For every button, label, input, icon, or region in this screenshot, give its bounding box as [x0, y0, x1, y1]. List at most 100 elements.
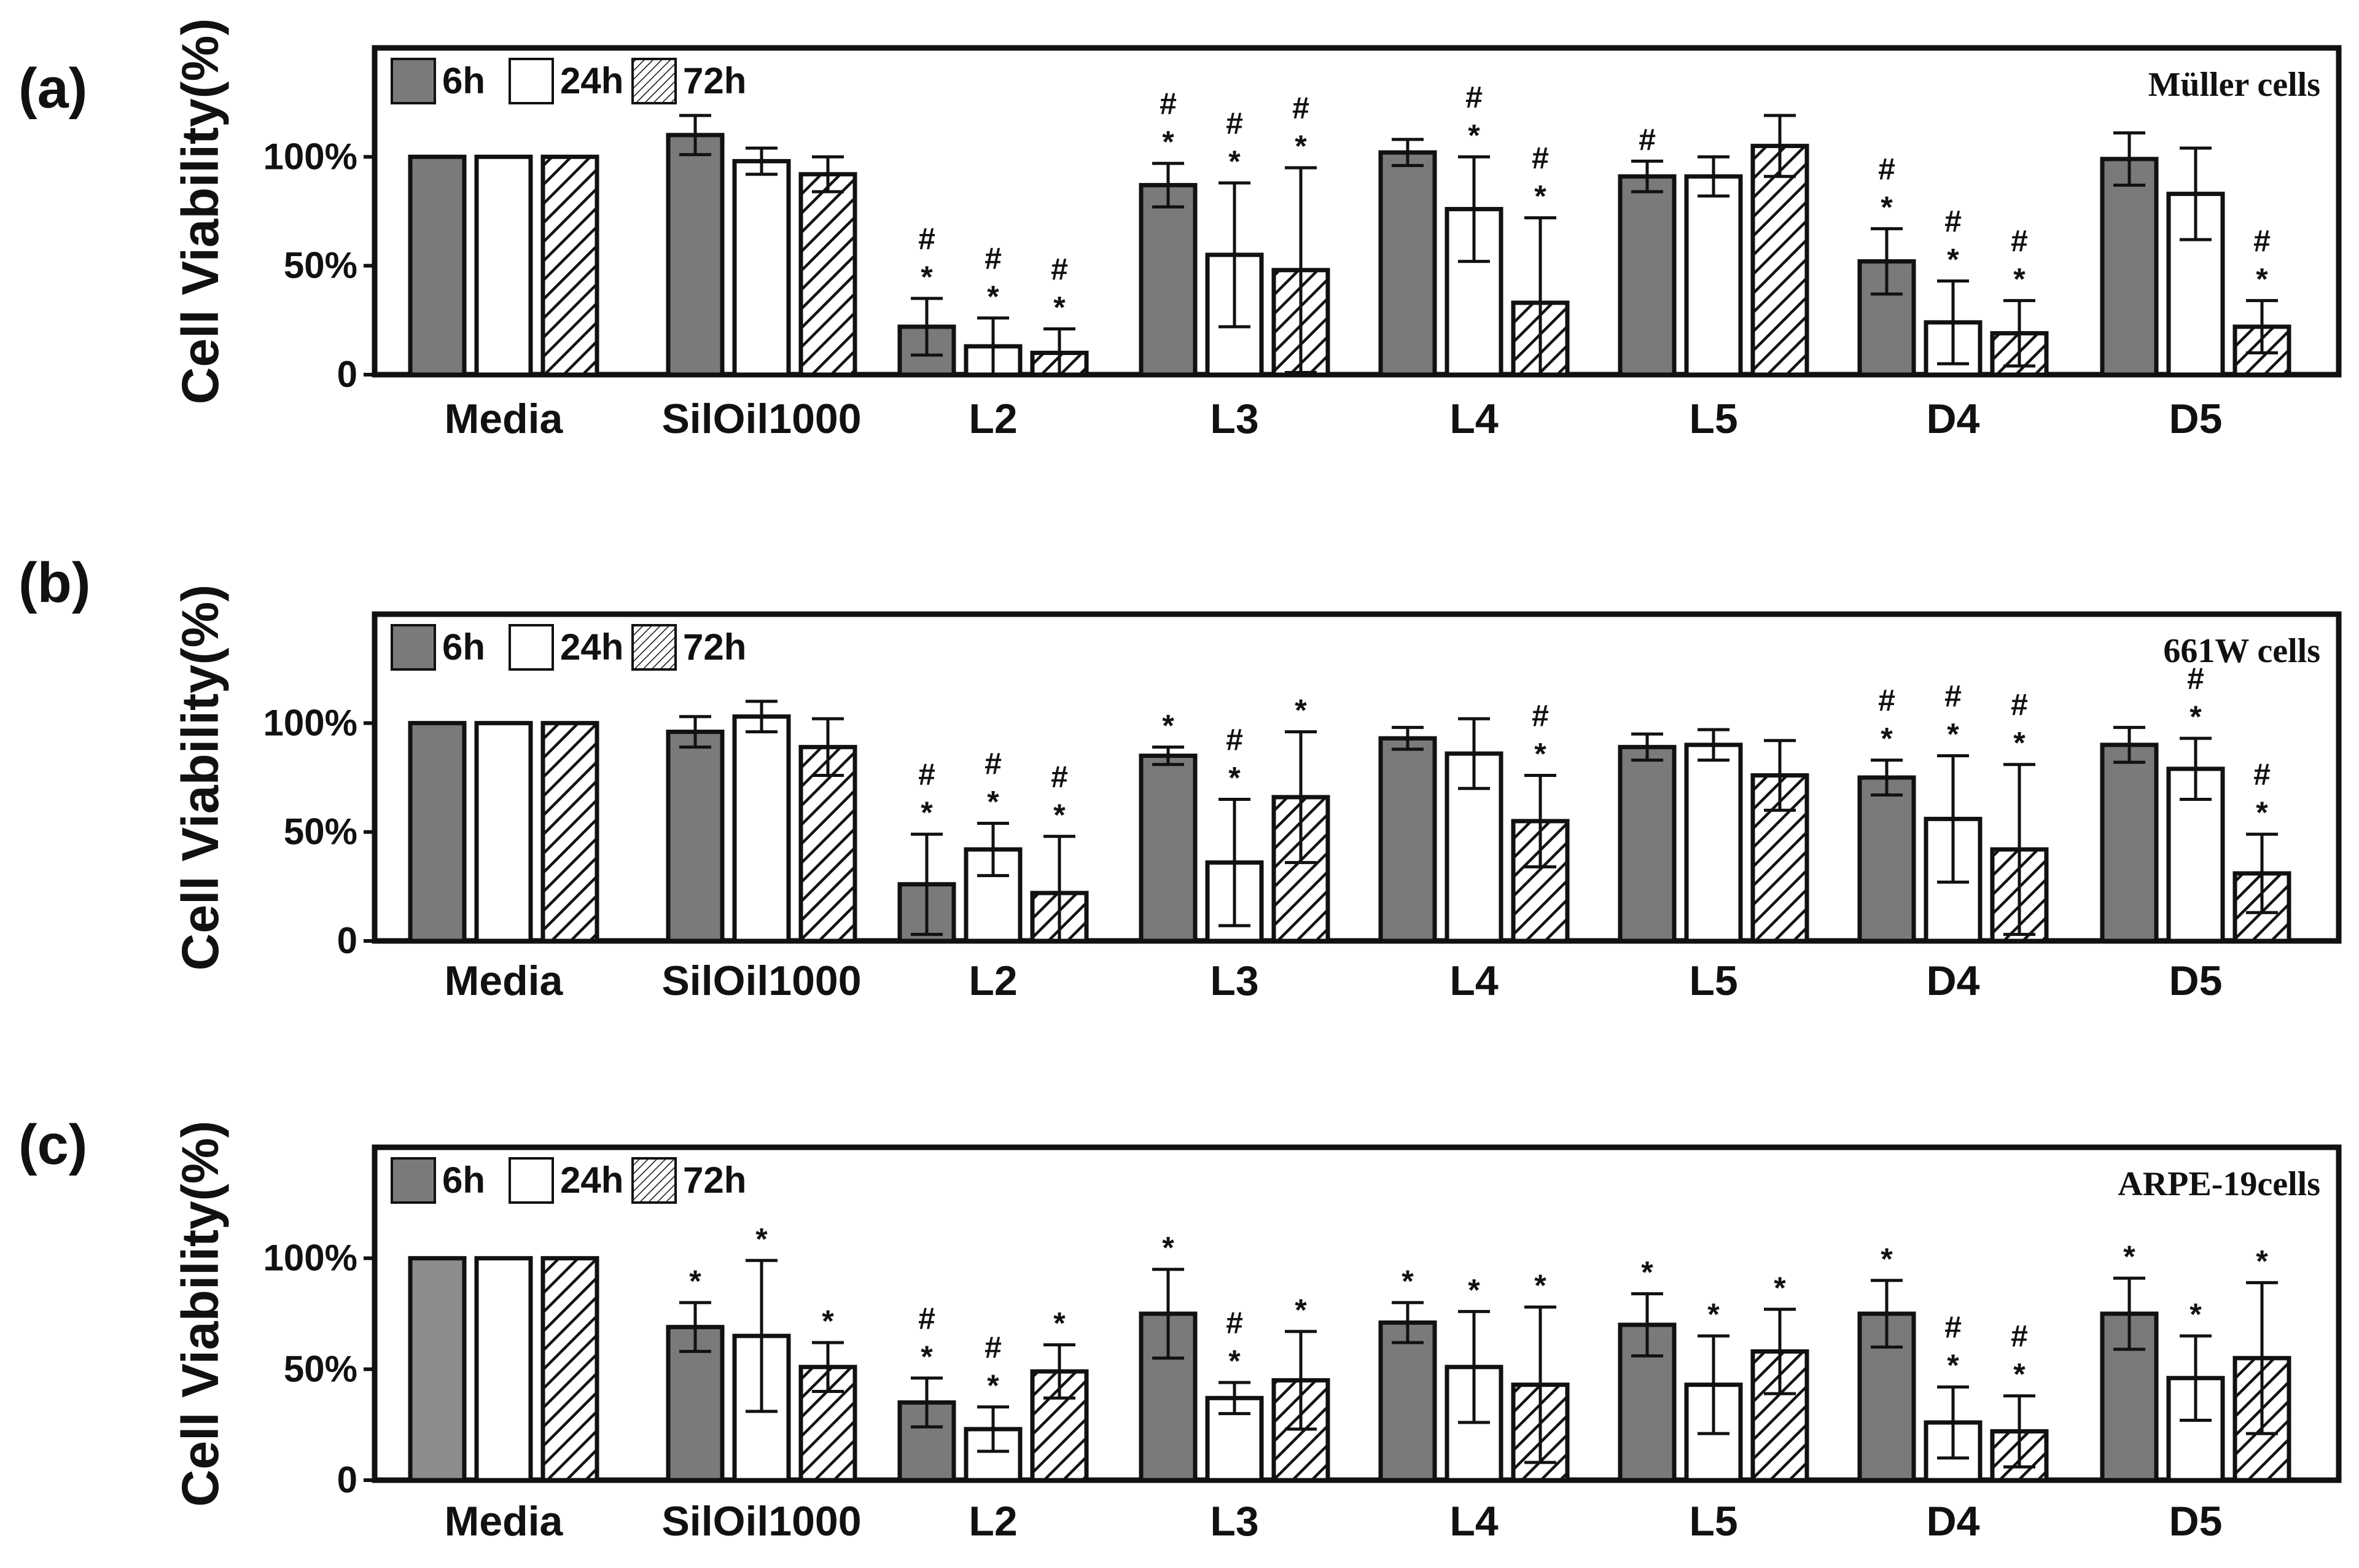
legend-label: 6h: [442, 626, 485, 668]
significance-star: *: [1468, 1273, 1480, 1307]
significance-star: *: [2013, 726, 2026, 760]
bar-6h-L4: [1378, 736, 1437, 943]
bar-6h-L3: [1139, 754, 1198, 943]
bar-24h-SilOil1000: [732, 158, 791, 377]
bar-24h-D5: [2166, 192, 2225, 377]
significance-star: *: [2256, 1244, 2268, 1278]
significance-hash: #: [1639, 122, 1656, 157]
y-tick-label: 50%: [284, 1348, 357, 1389]
cell-type-title: 661W cells: [2163, 632, 2320, 670]
x-tick-label: L2: [969, 1498, 1017, 1545]
significance-star: *: [1053, 798, 1066, 832]
bar-24h-L5: [1684, 174, 1743, 377]
y-tick-label: 50%: [284, 245, 357, 286]
plot-frame: [372, 1144, 2342, 1483]
bar-6h-SilOil1000: [666, 730, 725, 943]
bar-72h-SilOil1000: [798, 172, 857, 377]
significance-star: *: [1228, 1344, 1241, 1378]
bar-6h-D5: [2100, 157, 2159, 377]
significance-star: *: [2013, 262, 2026, 296]
significance-star: *: [1947, 242, 1959, 276]
bar-6h-L3: [1139, 182, 1198, 377]
x-tick-label: D5: [2169, 1498, 2223, 1545]
significance-star: *: [1534, 1268, 1546, 1303]
x-tick-label: D4: [1927, 396, 1980, 442]
legend-swatch-72h: [631, 58, 677, 104]
significance-star: *: [1228, 760, 1241, 795]
x-tick-label: SilOil1000: [661, 1498, 861, 1545]
x-tick-label: D4: [1927, 958, 1980, 1004]
bar-24h-SilOil1000: [732, 714, 791, 943]
bar-72h-L5: [1750, 144, 1809, 377]
x-tick-label: L3: [1210, 958, 1258, 1004]
significance-star: *: [822, 1304, 834, 1338]
significance-star: *: [987, 279, 999, 314]
significance-star: *: [1402, 1264, 1414, 1298]
bar-6h-L4: [1378, 1320, 1437, 1483]
significance-hash: #: [1051, 252, 1068, 287]
significance-hash: #: [1292, 91, 1309, 125]
y-axis-label: Cell Viability(%): [171, 1121, 229, 1507]
significance-star: *: [1295, 1293, 1307, 1327]
significance-hash: #: [1532, 698, 1549, 733]
significance-hash: #: [1878, 152, 1895, 186]
significance-star: *: [2189, 1297, 2202, 1332]
significance-star: *: [755, 1222, 768, 1256]
significance-star: *: [1881, 722, 1893, 756]
x-tick-label: L2: [969, 958, 1017, 1004]
significance-hash: #: [1944, 1310, 1962, 1344]
significance-hash: #: [2253, 757, 2271, 792]
significance-star: *: [921, 1340, 933, 1374]
significance-hash: #: [1226, 722, 1243, 757]
y-axis-label: Cell Viability(%): [171, 585, 229, 971]
legend-label: 24h: [560, 1160, 623, 1201]
bar-6h-Media: [408, 720, 467, 943]
x-tick-label: Media: [445, 958, 564, 1004]
x-tick-label: L3: [1210, 396, 1258, 442]
significance-hash: #: [2011, 688, 2028, 722]
significance-star: *: [1707, 1297, 1720, 1332]
x-tick-label: D5: [2169, 396, 2223, 442]
x-tick-label: L5: [1689, 396, 1737, 442]
bar-6h-SilOil1000: [666, 133, 725, 377]
y-tick-label: 50%: [284, 811, 357, 852]
bar-24h-Media: [474, 720, 533, 943]
significance-hash: #: [985, 1330, 1002, 1365]
significance-hash: #: [1160, 87, 1177, 121]
significance-hash: #: [1532, 141, 1549, 176]
chart-panel-3: (c) Cell Viability(%) 0 50% 100% 6h 24h 72h ARPE…: [18, 1114, 2342, 1545]
y-tick-label: 0: [337, 354, 357, 395]
legend-label: 24h: [560, 60, 623, 101]
legend-swatch-6h: [391, 624, 436, 671]
significance-star: *: [1162, 1231, 1174, 1265]
significance-star: *: [2256, 262, 2268, 296]
chart-panel-2: (b) Cell Viability(%) 0 50% 100% 6h 24h 72h 661W…: [18, 552, 2342, 1004]
panel-label: (a): [18, 57, 87, 120]
legend-label: 72h: [683, 626, 746, 668]
y-tick-label: 0: [337, 1459, 357, 1500]
significance-star: *: [1774, 1271, 1786, 1305]
x-tick-label: L5: [1689, 958, 1737, 1004]
bar-6h-L3: [1139, 1311, 1198, 1483]
panels: (a) Cell Viability(%) 0 50% 100% 6h 24h 72h Müll…: [18, 18, 2342, 1545]
significance-star: *: [1162, 708, 1174, 743]
panel-label: (b): [18, 552, 90, 614]
x-tick-label: SilOil1000: [661, 958, 861, 1004]
x-tick-label: Media: [445, 396, 564, 442]
x-tick-label: D5: [2169, 958, 2223, 1004]
x-tick-label: L4: [1449, 396, 1499, 442]
bar-72h-Media: [540, 154, 599, 377]
x-tick-label: Media: [445, 1498, 564, 1545]
significance-star: *: [1947, 717, 1959, 752]
significance-star: *: [1295, 693, 1307, 728]
legend-label: 6h: [442, 1160, 485, 1201]
significance-star: *: [689, 1264, 701, 1298]
significance-star: *: [987, 784, 999, 819]
significance-hash: #: [918, 1301, 935, 1336]
bar-72h-Media: [540, 1256, 599, 1483]
legend-swatch-72h: [631, 624, 677, 671]
bar-6h-L5: [1618, 744, 1677, 943]
legend-swatch-6h: [391, 1157, 436, 1204]
significance-star: *: [1534, 736, 1546, 771]
